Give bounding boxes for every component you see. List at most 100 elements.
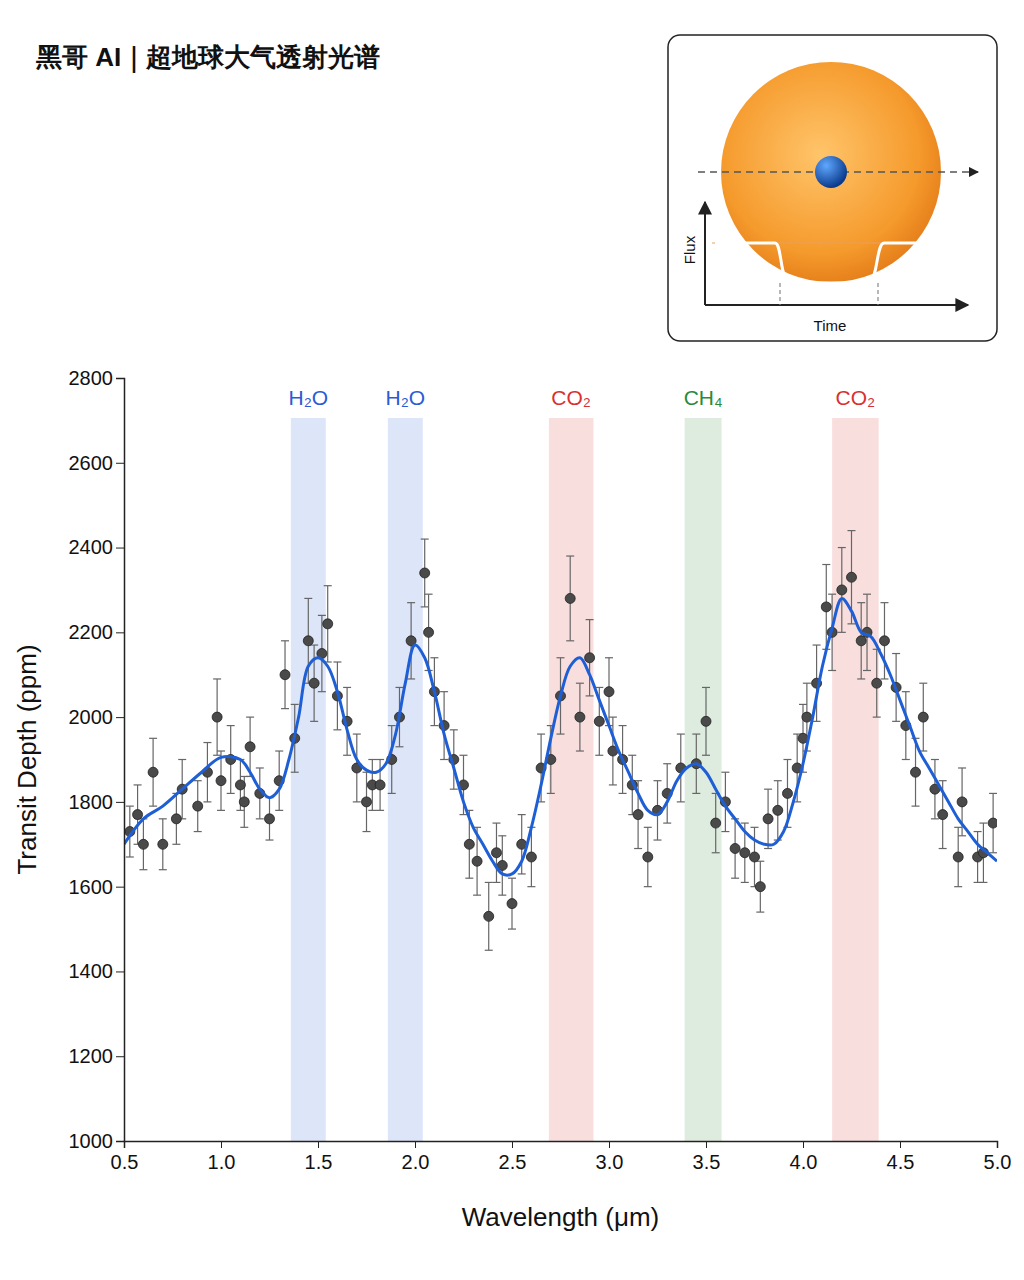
error-bar-cap	[395, 687, 403, 688]
data-point	[148, 767, 158, 777]
error-bar-cap	[628, 755, 636, 756]
error-bar-cap	[324, 585, 332, 586]
y-tick-label: 1600	[69, 876, 114, 898]
error-bar-cap	[803, 683, 811, 684]
time-axis	[705, 304, 968, 306]
error-bar-cap	[863, 670, 871, 671]
data-point	[472, 856, 482, 866]
error-bar-cap	[954, 827, 962, 828]
error-bar-cap	[178, 759, 186, 760]
error-bar	[873, 649, 881, 717]
error-bar-cap	[958, 767, 966, 768]
y-tick-label: 1400	[69, 960, 114, 982]
error-bar-cap	[741, 882, 749, 883]
error-bar-cap	[783, 759, 791, 760]
x-tick-mark	[318, 1141, 319, 1148]
inset-frame	[668, 35, 997, 341]
data-point	[730, 844, 740, 854]
data-point	[280, 670, 290, 680]
error-bar-cap	[388, 793, 396, 794]
x-tick: 2.0	[402, 1141, 430, 1173]
error-bar	[508, 878, 516, 929]
error-bar-cap	[595, 755, 603, 756]
y-tick: 2800	[69, 367, 125, 389]
error-bar-cap	[764, 789, 772, 790]
y-tick-mark	[116, 378, 124, 379]
y-tick: 2200	[69, 621, 125, 643]
error-bar	[712, 793, 720, 852]
error-bar-cap	[240, 827, 248, 828]
error-bar	[731, 819, 739, 878]
error-bar-cap	[880, 678, 888, 679]
error-bar-cap	[663, 822, 671, 823]
error-bar-cap	[353, 801, 361, 802]
error-bar-cap	[149, 806, 157, 807]
x-tick-mark	[512, 1141, 513, 1148]
error-bar-cap	[954, 886, 962, 887]
data-point	[918, 712, 928, 722]
error-bar-cap	[644, 886, 652, 887]
data-point	[138, 839, 148, 849]
data-point	[585, 653, 595, 663]
error-bar-cap	[318, 615, 326, 616]
data-point	[158, 839, 168, 849]
error-bar-cap	[440, 759, 448, 760]
error-bar-cap	[634, 848, 642, 849]
x-tick: 4.0	[790, 1141, 818, 1173]
y-tick: 1600	[69, 876, 125, 898]
error-bar-cap	[527, 886, 535, 887]
error-bar-cap	[194, 831, 202, 832]
error-bar	[702, 687, 710, 755]
error-bar-cap	[702, 755, 710, 756]
planet	[815, 156, 847, 188]
data-point	[309, 678, 319, 688]
error-bar-cap	[892, 653, 900, 654]
error-bar-cap	[931, 818, 939, 819]
error-bar-cap	[376, 810, 384, 811]
points	[125, 568, 997, 921]
error-bar	[931, 760, 939, 819]
x-tick-label: 3.0	[596, 1151, 624, 1173]
data-point	[375, 780, 385, 790]
band-label: CO₂	[551, 386, 591, 409]
error-bar-cap	[126, 806, 134, 807]
error-bar	[213, 679, 221, 755]
error-bar-cap	[838, 547, 846, 548]
error-bar	[203, 743, 211, 802]
error-bar-cap	[566, 640, 574, 641]
x-tick-mark	[221, 1141, 222, 1148]
error-bar-cap	[677, 733, 685, 734]
data-point	[837, 585, 847, 595]
error-bar-cap	[275, 750, 283, 751]
error-bar-cap	[663, 763, 671, 764]
error-bar-cap	[256, 767, 264, 768]
data-point	[847, 572, 857, 582]
error-bar-cap	[256, 818, 264, 819]
error-bar-cap	[430, 657, 438, 658]
error-bar-cap	[751, 827, 759, 828]
y-tick: 1200	[69, 1045, 125, 1067]
x-tick-label: 3.5	[693, 1151, 721, 1173]
error-bar	[756, 861, 764, 912]
error-bar-cap	[677, 801, 685, 802]
data-point	[171, 814, 181, 824]
error-bar-cap	[931, 759, 939, 760]
x-tick: 3.0	[596, 1141, 624, 1173]
error-bar-cap	[407, 602, 415, 603]
error-bar-cap	[172, 844, 180, 845]
error-bar-cap	[291, 772, 299, 773]
error-bar	[498, 836, 506, 895]
error-bar-cap	[343, 755, 351, 756]
x-tick-label: 1.0	[208, 1151, 236, 1173]
y-tick: 1000	[69, 1130, 125, 1152]
error-bar-cap	[281, 640, 289, 641]
data-point	[303, 636, 313, 646]
error-bar-cap	[227, 793, 235, 794]
error-bar	[485, 882, 493, 950]
x-tick: 1.0	[208, 1141, 236, 1173]
error-bar-cap	[919, 683, 927, 684]
data-point	[911, 767, 921, 777]
error-bar-cap	[421, 538, 429, 539]
error-bar-cap	[203, 801, 211, 802]
error-bar	[989, 793, 997, 852]
